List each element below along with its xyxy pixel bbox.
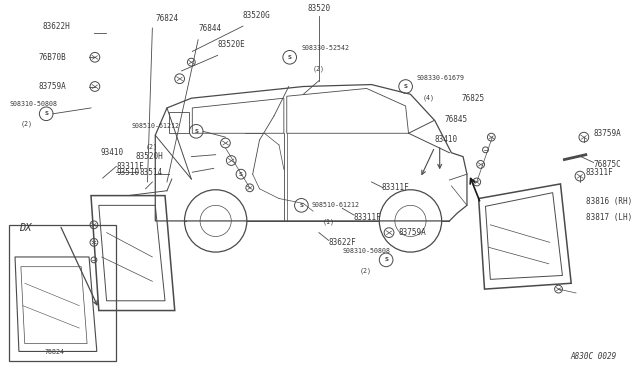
Text: 76825: 76825	[461, 94, 484, 103]
Text: 83410: 83410	[435, 135, 458, 144]
Text: 83311F: 83311F	[116, 162, 144, 171]
Text: 76875C: 76875C	[593, 160, 621, 169]
Text: S08310-50808: S08310-50808	[342, 248, 390, 254]
Text: S08510-61212: S08510-61212	[311, 202, 359, 208]
Text: 83520H: 83520H	[136, 152, 164, 161]
Text: DX: DX	[19, 222, 31, 232]
Text: 83311F: 83311F	[586, 168, 614, 177]
Text: 76844: 76844	[198, 24, 221, 33]
Text: S08310-50808: S08310-50808	[9, 101, 57, 107]
Text: (1): (1)	[323, 219, 335, 225]
Text: 83759A: 83759A	[38, 82, 66, 91]
Text: 93410: 93410	[100, 148, 124, 157]
Text: (2): (2)	[145, 143, 157, 150]
Text: S08330-52542: S08330-52542	[301, 45, 349, 51]
Text: 83622H: 83622H	[42, 22, 70, 31]
Text: 83311F: 83311F	[354, 212, 381, 221]
Text: 83622F: 83622F	[329, 238, 356, 247]
Text: 76845: 76845	[445, 115, 468, 124]
Text: S: S	[44, 111, 48, 116]
Text: (2): (2)	[360, 268, 372, 274]
Text: A830C 0029: A830C 0029	[571, 352, 617, 361]
Text: 83759A: 83759A	[399, 228, 426, 237]
Text: S: S	[300, 203, 303, 208]
Text: 76B70B: 76B70B	[38, 53, 66, 62]
Text: 83759A: 83759A	[593, 129, 621, 138]
Text: S: S	[194, 129, 198, 134]
Text: S: S	[288, 55, 292, 60]
Text: (2): (2)	[313, 65, 325, 71]
Text: 93510: 93510	[116, 168, 140, 177]
Text: 83817 (LH): 83817 (LH)	[586, 212, 632, 221]
Text: 83520E: 83520E	[218, 41, 245, 49]
Text: S: S	[239, 171, 243, 177]
Text: 83311F: 83311F	[381, 183, 409, 192]
Text: 76824: 76824	[156, 14, 179, 23]
Text: S: S	[404, 84, 408, 89]
Text: S08510-61212: S08510-61212	[132, 124, 180, 129]
Text: (4): (4)	[422, 94, 434, 101]
Text: 83520: 83520	[307, 4, 330, 13]
Text: 76824: 76824	[45, 349, 65, 355]
Text: (2): (2)	[21, 121, 33, 127]
Text: S: S	[384, 257, 388, 262]
Text: S08330-61679: S08330-61679	[417, 75, 465, 81]
Text: 83520G: 83520G	[243, 11, 271, 20]
Text: 83816 (RH): 83816 (RH)	[586, 197, 632, 206]
Text: 83514: 83514	[140, 168, 163, 177]
